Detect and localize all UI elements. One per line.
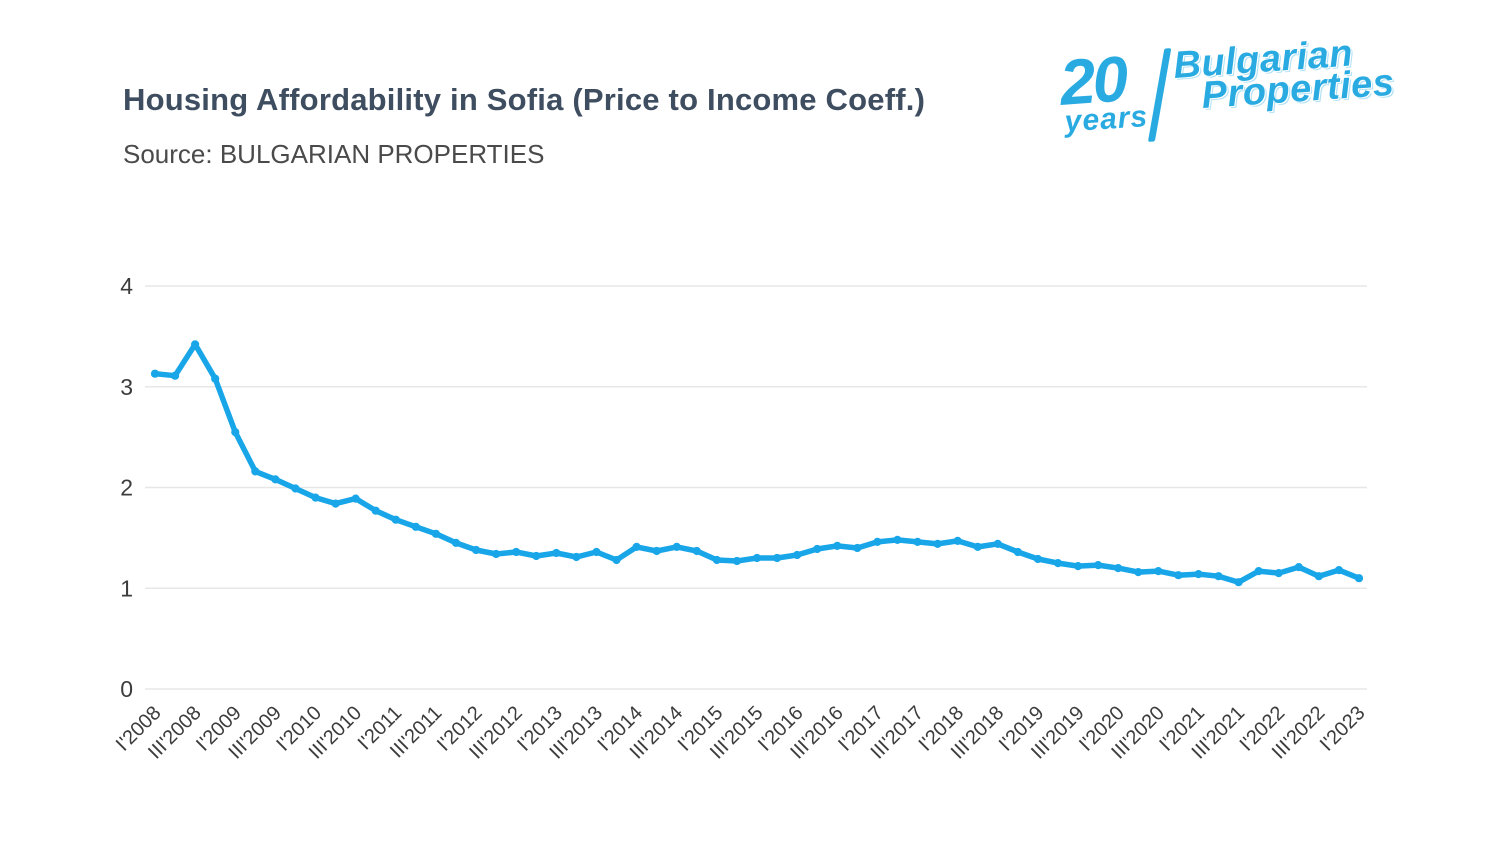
data-point-marker <box>1294 563 1303 572</box>
data-point-marker <box>492 549 501 559</box>
data-point-marker <box>1254 567 1263 576</box>
data-point-marker <box>1073 562 1083 571</box>
data-point-marker <box>1033 554 1043 564</box>
data-point-marker <box>953 536 962 546</box>
data-point-marker <box>1214 572 1223 581</box>
data-point-marker <box>1354 574 1364 583</box>
data-point-marker <box>1234 578 1243 587</box>
data-point-marker <box>772 553 782 563</box>
data-point-marker <box>672 542 681 552</box>
data-point-marker <box>1094 561 1103 570</box>
data-point-marker <box>1114 564 1123 573</box>
data-point-marker <box>431 529 441 538</box>
data-point-marker <box>652 546 661 556</box>
data-point-marker <box>451 538 461 548</box>
y-axis-tick-label: 2 <box>120 475 133 501</box>
data-point-marker <box>572 552 581 562</box>
data-point-marker <box>1274 569 1283 578</box>
data-point-marker <box>752 553 762 563</box>
data-point-marker <box>1134 568 1143 577</box>
data-point-marker <box>512 547 521 557</box>
data-point-marker <box>592 547 601 557</box>
data-point-marker <box>150 369 160 378</box>
data-point-marker <box>351 494 360 503</box>
data-point-marker <box>552 548 561 558</box>
data-point-marker <box>231 428 240 437</box>
data-point-marker <box>1194 570 1203 579</box>
data-point-marker <box>1174 571 1183 580</box>
data-point-marker <box>1314 572 1323 581</box>
data-point-marker <box>793 550 802 560</box>
data-point-marker <box>873 537 882 547</box>
data-point-marker <box>933 539 942 549</box>
data-point-marker <box>532 551 541 561</box>
data-point-marker <box>973 542 982 552</box>
data-point-marker <box>391 515 400 524</box>
data-point-marker <box>913 537 922 547</box>
page-title: Housing Affordability in Sofia (Price to… <box>123 82 926 117</box>
data-point-marker <box>833 541 842 551</box>
data-point-marker <box>291 484 300 493</box>
data-point-marker <box>271 475 280 484</box>
x-axis-tick-label: I'2023 <box>1316 702 1370 756</box>
data-point-marker <box>612 555 621 565</box>
data-point-marker <box>411 522 420 531</box>
data-point-marker <box>632 542 641 552</box>
data-point-marker <box>813 544 822 554</box>
data-point-marker <box>471 545 481 555</box>
data-point-marker <box>893 535 902 545</box>
price-income-line <box>152 341 1362 585</box>
data-point-marker <box>1154 567 1163 576</box>
data-point-marker <box>170 371 180 380</box>
data-point-marker <box>1053 559 1063 568</box>
data-point-marker <box>311 493 320 502</box>
y-axis-tick-label: 3 <box>120 374 133 400</box>
chart-source-label: Source: BULGARIAN PROPERTIES <box>123 139 545 169</box>
data-point-marker <box>853 543 862 553</box>
y-axis-tick-label: 4 <box>120 273 133 299</box>
data-point-marker <box>331 499 340 508</box>
data-point-marker <box>211 374 220 383</box>
y-axis-tick-label: 1 <box>120 575 133 601</box>
data-point-marker <box>1334 566 1344 575</box>
data-point-marker <box>251 467 260 476</box>
y-axis-tick-label: 0 <box>120 676 133 702</box>
data-point-marker <box>732 556 742 566</box>
data-point-marker <box>692 546 701 556</box>
data-point-marker <box>191 340 200 349</box>
data-point-marker <box>371 506 380 515</box>
data-point-marker <box>1013 547 1022 557</box>
data-point-marker <box>712 555 721 565</box>
data-point-marker <box>993 539 1002 549</box>
